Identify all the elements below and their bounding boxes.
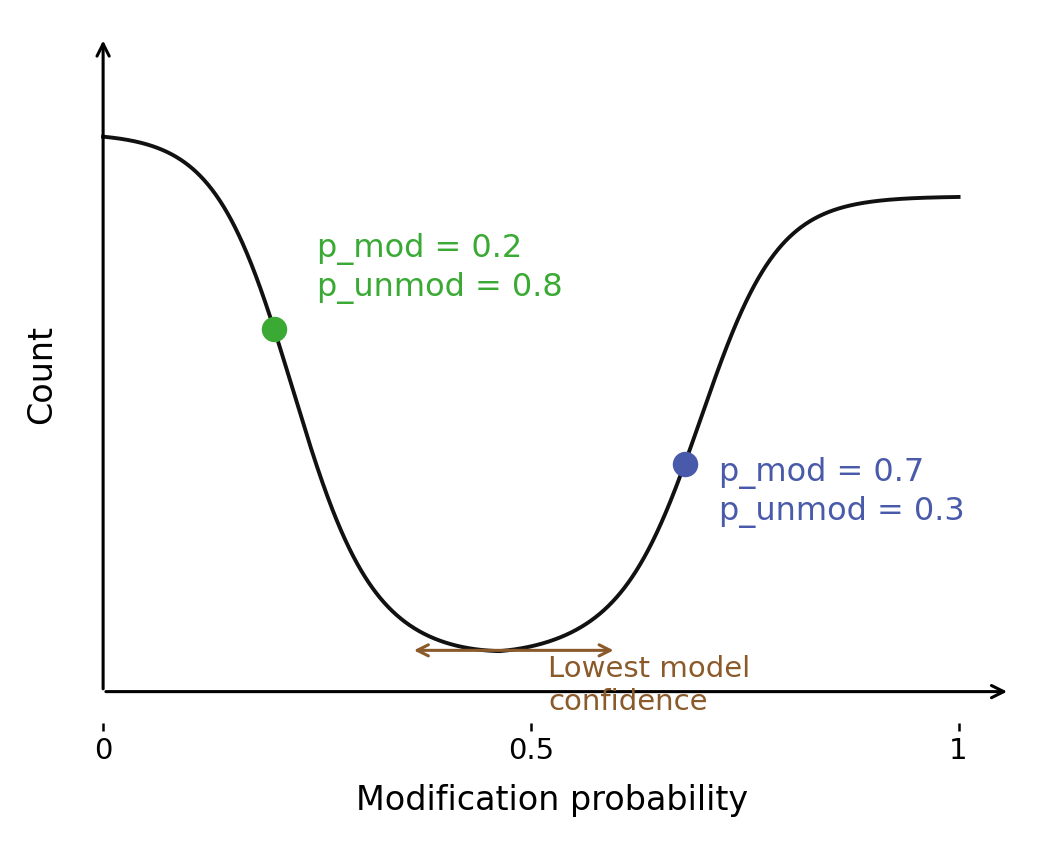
Text: Lowest model
confidence: Lowest model confidence — [548, 655, 750, 716]
Point — [676, 456, 693, 470]
Text: p_mod = 0.7
p_unmod = 0.3: p_mod = 0.7 p_unmod = 0.3 — [719, 457, 965, 529]
Y-axis label: Count: Count — [25, 325, 58, 424]
X-axis label: Modification probability: Modification probability — [357, 784, 748, 817]
Point — [266, 322, 283, 336]
Text: p_mod = 0.2
p_unmod = 0.8: p_mod = 0.2 p_unmod = 0.8 — [317, 232, 563, 304]
